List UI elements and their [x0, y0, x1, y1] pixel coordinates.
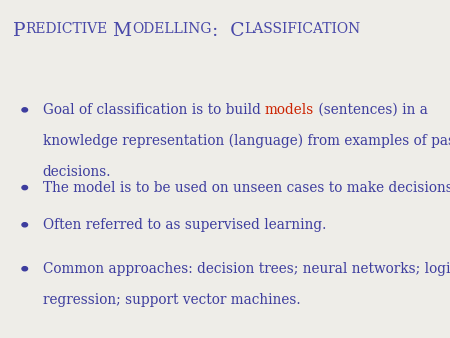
Text: Common approaches: decision trees; neural networks; logistic: Common approaches: decision trees; neura… — [43, 262, 450, 276]
Text: :  C: : C — [212, 22, 245, 40]
Text: models: models — [265, 103, 314, 117]
Text: Often referred to as supervised learning.: Often referred to as supervised learning… — [43, 218, 326, 232]
Circle shape — [22, 223, 27, 227]
Circle shape — [22, 186, 27, 190]
Text: Goal of classification is to build: Goal of classification is to build — [43, 103, 265, 117]
Text: P: P — [13, 22, 25, 40]
Text: knowledge representation (language) from examples of past: knowledge representation (language) from… — [43, 134, 450, 148]
Text: The model is to be used on unseen cases to make decisions.: The model is to be used on unseen cases … — [43, 180, 450, 195]
Text: (sentences) in a: (sentences) in a — [314, 103, 428, 117]
Text: regression; support vector machines.: regression; support vector machines. — [43, 293, 301, 307]
Text: REDICTIVE: REDICTIVE — [25, 22, 108, 36]
Text: decisions.: decisions. — [43, 165, 111, 179]
Text: M: M — [108, 22, 132, 40]
Circle shape — [22, 108, 27, 112]
Text: ODELLING: ODELLING — [132, 22, 212, 36]
Text: LASSIFICATION: LASSIFICATION — [245, 22, 361, 36]
Circle shape — [22, 267, 27, 271]
